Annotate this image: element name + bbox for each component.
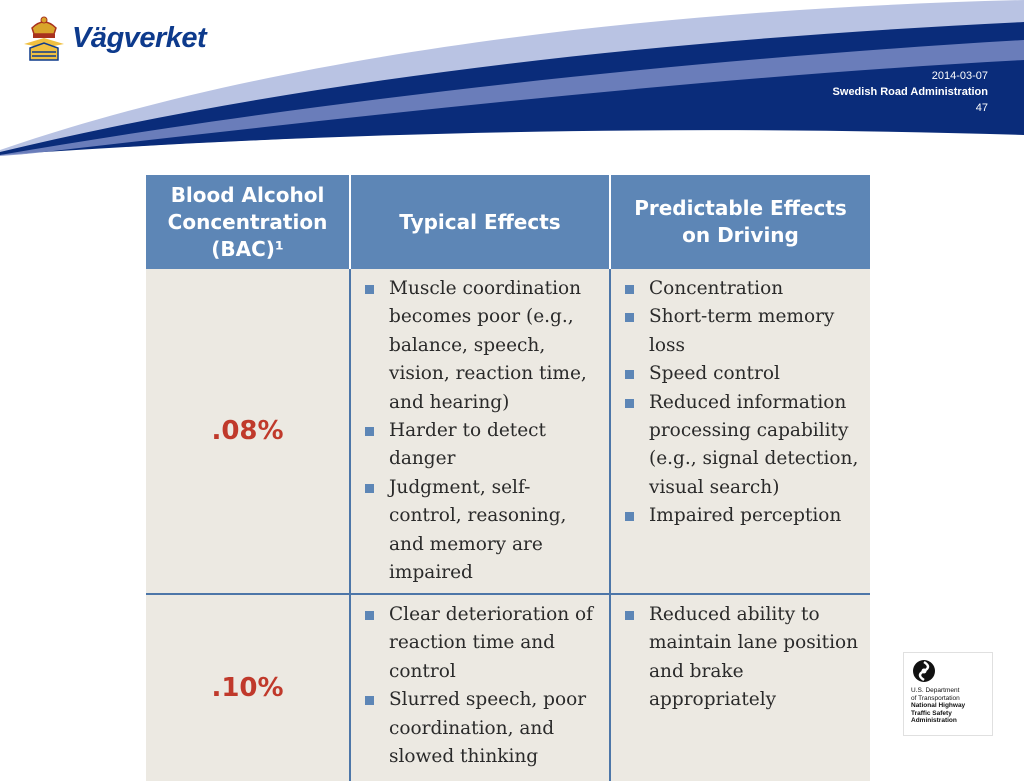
nhtsa-line-5: Administration [911, 717, 957, 724]
typical-effects-cell: Clear deterioration of reaction time and… [350, 593, 611, 781]
nhtsa-line-3: National Highway [911, 702, 966, 709]
list-item: Impaired perception [621, 502, 862, 530]
list-item: Muscle coordination becomes poor (e.g., … [361, 275, 601, 417]
table-row: .10% Clear deterioration of reaction tim… [146, 593, 870, 781]
driving-effects-cell: Reduced ability to maintain lane positio… [610, 593, 870, 781]
typical-effects-list: Muscle coordination becomes poor (e.g., … [361, 275, 601, 587]
typical-effects-list: Clear deterioration of reaction time and… [361, 601, 601, 771]
table-header-row: Blood Alcohol Concentration (BAC)¹ Typic… [146, 175, 870, 269]
header-typical-effects: Typical Effects [350, 175, 611, 269]
typical-effects-cell: Muscle coordination becomes poor (e.g., … [350, 269, 611, 594]
header-driving-effects: Predictable Effects on Driving [610, 175, 870, 269]
page-number: 47 [975, 102, 988, 114]
list-item: Reduced ability to maintain lane positio… [621, 601, 862, 715]
brand-name: Vägverket [72, 21, 207, 54]
list-item: Slurred speech, poor coordination, and s… [361, 686, 601, 771]
list-item: Speed control [621, 360, 862, 388]
bac-cell: .08% [146, 269, 351, 594]
list-item: Reduced information processing capabilit… [621, 389, 862, 503]
dot-line-2: of Transportation [911, 694, 960, 702]
table-row: .08% Muscle coordination becomes poor (e… [146, 269, 870, 594]
slide-meta: 2014-03-07 Swedish Road Administration 4… [833, 68, 988, 116]
header-swoosh [0, 0, 1024, 160]
bac-value: .10% [211, 673, 284, 703]
dot-line-1: U.S. Department [911, 687, 960, 694]
list-item: Harder to detect danger [361, 417, 601, 474]
nhtsa-logo: U.S. Department of Transportation Nation… [903, 652, 993, 736]
header-bac: Blood Alcohol Concentration (BAC)¹ [146, 175, 351, 269]
bac-effects-table: Blood Alcohol Concentration (BAC)¹ Typic… [146, 175, 870, 781]
list-item: Short-term memory loss [621, 303, 862, 360]
crown-emblem-icon [24, 16, 64, 61]
nhtsa-line-4: Traffic Safety [911, 709, 952, 717]
list-item: Concentration [621, 275, 862, 303]
nhtsa-logo-text: U.S. Department of Transportation Nation… [911, 687, 965, 725]
driving-effects-list: Concentration Short-term memory loss Spe… [621, 275, 862, 531]
driving-effects-list: Reduced ability to maintain lane positio… [621, 601, 862, 715]
list-item: Judgment, self-control, reasoning, and m… [361, 474, 601, 588]
bac-value: .08% [211, 416, 284, 446]
brand-logo: Vägverket [22, 14, 207, 62]
organization-name: Swedish Road Administration [832, 86, 988, 98]
slide-date: 2014-03-07 [931, 70, 988, 82]
list-item: Clear deterioration of reaction time and… [361, 601, 601, 686]
driving-effects-cell: Concentration Short-term memory loss Spe… [610, 269, 870, 594]
bac-cell: .10% [146, 593, 351, 781]
dot-emblem-icon [913, 660, 935, 682]
